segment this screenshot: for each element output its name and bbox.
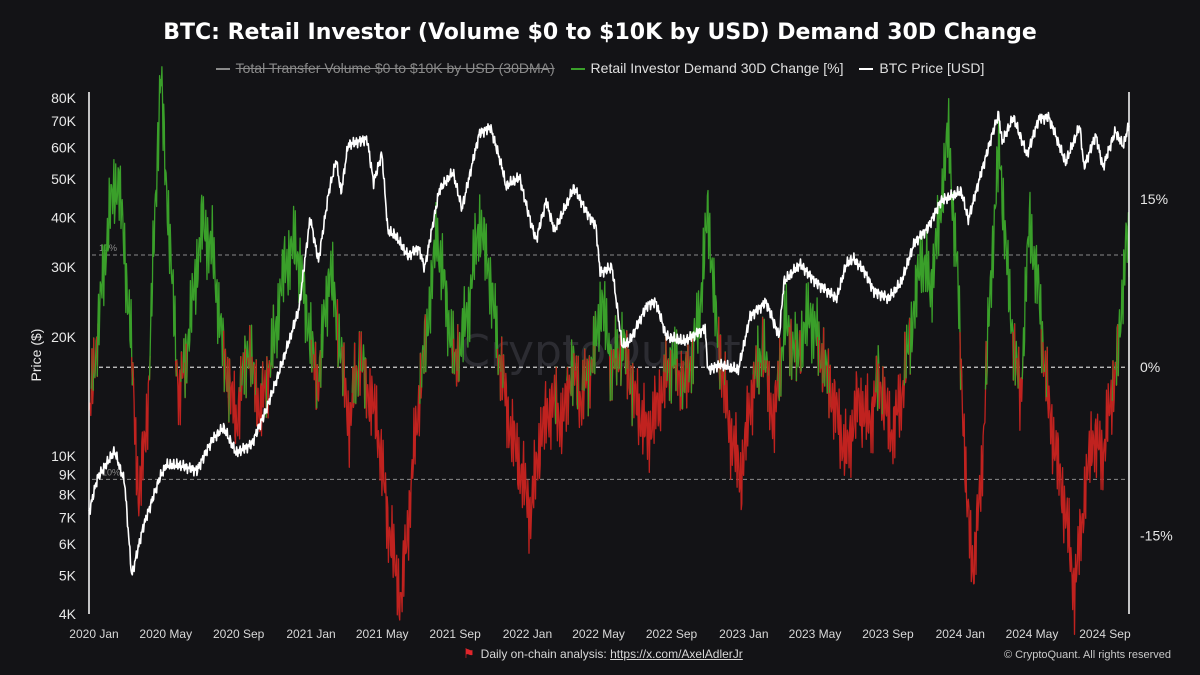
demand-segment-negative (343, 342, 354, 468)
y-tick-label: 10K (51, 448, 77, 464)
demand-segment-positive (458, 194, 499, 382)
demand-segment-negative (502, 354, 557, 554)
demand-segment-negative (577, 356, 584, 429)
demand-segment-positive (594, 280, 611, 401)
x-tick-label: 2021 Sep (429, 627, 481, 641)
chart-title: BTC: Retail Investor (Volume $0 to $10K … (163, 20, 1037, 45)
copyright: © CryptoQuant. All rights reserved (1003, 649, 1171, 661)
legend-swatch-retail-demand (570, 68, 585, 71)
demand-segment-negative (960, 341, 987, 585)
y2-tick-labels: 15% 0% -15% (1140, 191, 1173, 544)
legend-item-transfer-volume[interactable]: Total Transfer Volume $0 to $10K by USD … (215, 60, 555, 76)
legend-label-btc-price: BTC Price [USD] (879, 60, 985, 76)
demand-segment-negative (676, 351, 682, 411)
y-axis-label: Price ($) (28, 329, 44, 382)
x-tick-label: 2021 May (356, 627, 409, 641)
y-tick-label: 8K (59, 487, 77, 503)
y-tick-label: 9K (59, 466, 77, 482)
y-tick-label: 4K (59, 606, 77, 622)
legend-item-retail-demand[interactable]: Retail Investor Demand 30D Change [%] (570, 60, 844, 76)
demand-segment-negative (724, 351, 755, 511)
demand-segment-positive (1021, 191, 1043, 380)
demand-segment-positive (692, 189, 720, 384)
footer-prefix: Daily on-chain analysis: (480, 647, 611, 661)
y-tick-label: 70K (51, 113, 77, 129)
demand-segment-negative (632, 354, 665, 474)
demand-segment-negative (882, 332, 906, 465)
footer-link[interactable]: https://x.com/AxelAdlerJr (610, 647, 743, 661)
demand-segment-positive (620, 311, 627, 386)
y-tick-label: 60K (51, 140, 77, 156)
y-tick-labels: 4K 5K 6K 7K 8K 9K 10K 20K 30K 40K 50K 60K 70K 80K (51, 90, 77, 622)
x-tick-label: 2022 Jan (503, 627, 552, 641)
demand-segment-negative (176, 351, 183, 426)
x-tick-label: 2024 May (1006, 627, 1059, 641)
demand-series (88, 66, 1130, 636)
demand-segment-negative (1018, 347, 1024, 431)
demand-segment-positive (186, 194, 225, 392)
demand-segment-positive (337, 313, 344, 396)
y-tick-label: 5K (59, 568, 77, 584)
footer-note: ⚑ Daily on-chain analysis: https://x.com/… (463, 646, 743, 662)
demand-segment-positive (1117, 211, 1130, 376)
legend-item-btc-price[interactable]: BTC Price [USD] (859, 60, 984, 76)
btc-price-line (88, 110, 1130, 576)
y-tick-label: 50K (51, 171, 77, 187)
demand-segment-positive (148, 66, 177, 380)
reference-line-label: -10% (99, 467, 120, 477)
demand-segment-positive (790, 311, 798, 382)
y2-tick-label: 15% (1140, 191, 1168, 207)
x-tick-label: 2021 Jan (286, 627, 335, 641)
x-tick-label: 2022 Sep (646, 627, 698, 641)
x-tick-label: 2023 Jan (719, 627, 768, 641)
legend-label-transfer-volume: Total Transfer Volume $0 to $10K by USD … (235, 60, 555, 76)
demand-segment-positive (909, 97, 962, 390)
x-tick-labels: 2020 Jan 2020 May 2020 Sep 2021 Jan 2021 May… (69, 627, 1131, 641)
y2-tick-label: 0% (1140, 359, 1160, 375)
x-tick-label: 2020 May (139, 627, 192, 641)
demand-segment-positive (320, 241, 339, 388)
legend-swatch-transfer-volume (215, 68, 230, 71)
legend-label-retail-demand: Retail Investor Demand 30D Change [%] (590, 60, 844, 76)
demand-segment-negative (555, 366, 569, 455)
demand-segment-negative (132, 355, 151, 517)
demand-segment-positive (272, 205, 313, 373)
y-tick-label: 20K (51, 329, 77, 345)
x-tick-label: 2024 Jan (936, 627, 985, 641)
price-series (88, 110, 1130, 576)
demand-segment-negative (365, 353, 422, 621)
demand-segment-negative (878, 363, 884, 421)
x-tick-label: 2023 May (789, 627, 842, 641)
demand-segment-negative (768, 361, 779, 454)
x-tick-label: 2024 Sep (1079, 627, 1131, 641)
x-tick-label: 2022 May (572, 627, 625, 641)
demand-segment-negative (1046, 347, 1114, 636)
flag-icon: ⚑ (463, 646, 475, 661)
y-tick-label: 40K (51, 209, 77, 225)
demand-segment-positive (986, 117, 1015, 385)
chart-legend: Total Transfer Volume $0 to $10K by USD … (0, 60, 1200, 76)
demand-segment-positive (780, 283, 791, 397)
y-tick-label: 30K (51, 259, 77, 275)
x-tick-label: 2023 Sep (862, 627, 914, 641)
x-tick-label: 2020 Sep (213, 627, 265, 641)
legend-swatch-btc-price (859, 68, 874, 71)
demand-segment-positive (800, 282, 819, 376)
axes: Price ($) (28, 92, 1130, 614)
demand-segment-positive (425, 201, 454, 374)
y-tick-label: 7K (59, 510, 77, 526)
y-tick-label: 80K (51, 90, 77, 106)
demand-segment-negative (829, 356, 878, 479)
x-tick-label: 2020 Jan (69, 627, 118, 641)
demand-segment-positive (96, 159, 133, 386)
y2-tick-label: -15% (1140, 527, 1173, 543)
demand-segment-negative (228, 356, 242, 444)
y-tick-label: 6K (59, 536, 77, 552)
demand-segment-positive (245, 340, 250, 398)
